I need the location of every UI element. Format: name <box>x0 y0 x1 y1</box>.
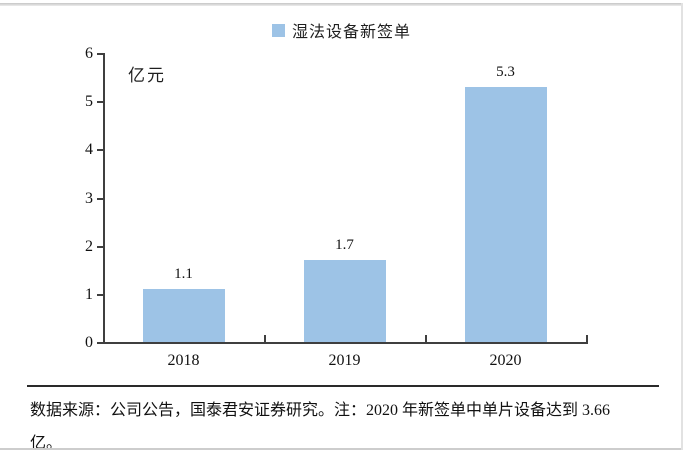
top-divider <box>0 3 683 6</box>
y-axis-tick <box>97 197 103 200</box>
bar-value-label: 1.1 <box>174 266 193 283</box>
y-tick-label: 5 <box>85 93 93 111</box>
y-axis-tick <box>97 245 103 248</box>
y-axis-unit-label: 亿元 <box>128 66 166 85</box>
y-axis-tick <box>97 342 103 344</box>
x-category-label: 2018 <box>167 352 200 369</box>
x-axis-line <box>103 342 588 344</box>
y-tick-label: 1 <box>85 285 93 303</box>
x-category-label: 2019 <box>328 352 361 369</box>
y-axis-tick <box>97 101 103 104</box>
x-axis-tick <box>425 335 427 342</box>
bar-2018 <box>142 289 225 342</box>
source-note-line: 亿。 <box>30 435 63 452</box>
legend-swatch-icon <box>271 23 285 37</box>
chart-legend: 湿法设备新签单 <box>0 20 683 41</box>
x-category-label: 2020 <box>489 352 522 369</box>
y-tick-label: 0 <box>85 334 93 351</box>
bar-2020 <box>464 86 547 342</box>
x-axis-tick <box>586 335 588 342</box>
bar-value-label: 5.3 <box>496 63 515 80</box>
bar-value-label: 1.7 <box>335 237 354 254</box>
y-axis-tick <box>97 293 103 296</box>
x-axis-tick <box>264 335 266 342</box>
y-tick-label: 6 <box>85 45 93 62</box>
bar-2019 <box>303 260 386 342</box>
y-tick-label: 2 <box>85 237 93 255</box>
legend-label: 湿法设备新签单 <box>291 24 411 41</box>
bottom-divider <box>0 448 683 450</box>
footer-divider <box>27 385 659 387</box>
y-tick-label: 3 <box>85 189 93 207</box>
source-note-line: 数据来源：公司公告，国泰君安证券研究。注：2020 年新签单中单片设备达到 3.… <box>30 402 611 419</box>
source-note: 数据来源：公司公告，国泰君安证券研究。注：2020 年新签单中单片设备达到 3.… <box>30 394 675 458</box>
y-tick-label: 4 <box>85 141 93 159</box>
y-axis-line <box>103 53 105 344</box>
y-axis-tick <box>97 149 103 152</box>
y-axis-tick <box>97 53 103 55</box>
right-edge-divider <box>681 3 683 450</box>
